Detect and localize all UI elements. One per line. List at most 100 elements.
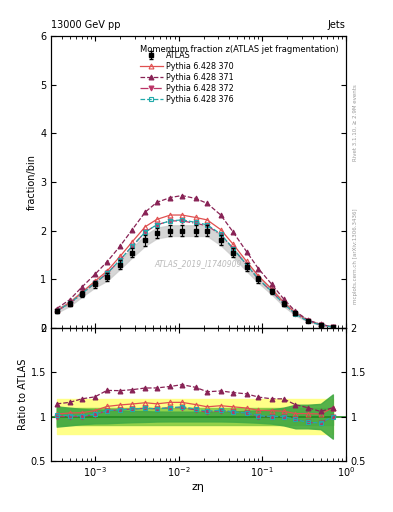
Pythia 6.428 372	[256, 276, 261, 283]
Pythia 6.428 371	[143, 209, 147, 215]
Pythia 6.428 376	[305, 318, 310, 324]
Pythia 6.428 376	[92, 280, 97, 286]
Pythia 6.428 376	[79, 291, 84, 297]
Pythia 6.428 372	[205, 223, 209, 229]
Pythia 6.428 372	[305, 318, 310, 324]
Pythia 6.428 371	[154, 199, 159, 205]
Pythia 6.428 370	[79, 289, 84, 295]
Pythia 6.428 370	[180, 212, 184, 218]
Pythia 6.428 370	[143, 224, 147, 230]
Pythia 6.428 372	[219, 231, 223, 238]
Pythia 6.428 371	[79, 284, 84, 290]
Pythia 6.428 372	[318, 322, 323, 328]
Pythia 6.428 376	[231, 246, 235, 252]
Pythia 6.428 370	[305, 317, 310, 324]
Pythia 6.428 376	[168, 218, 173, 224]
Text: Momentum fraction z(ATLAS jet fragmentation): Momentum fraction z(ATLAS jet fragmentat…	[140, 45, 338, 54]
Pythia 6.428 371	[67, 296, 72, 303]
Line: Pythia 6.428 370: Pythia 6.428 370	[54, 212, 335, 329]
Pythia 6.428 370	[318, 322, 323, 328]
Pythia 6.428 376	[293, 311, 298, 317]
Pythia 6.428 371	[193, 196, 198, 202]
Pythia 6.428 376	[193, 219, 198, 225]
Pythia 6.428 370	[105, 268, 109, 274]
Pythia 6.428 372	[193, 220, 198, 226]
Pythia 6.428 372	[130, 243, 135, 249]
Pythia 6.428 376	[154, 222, 159, 228]
Pythia 6.428 370	[92, 278, 97, 284]
Pythia 6.428 376	[331, 324, 335, 330]
Text: mcplots.cern.ch [arXiv:1306.3436]: mcplots.cern.ch [arXiv:1306.3436]	[353, 208, 358, 304]
Text: Jets: Jets	[328, 20, 346, 30]
Pythia 6.428 372	[67, 301, 72, 307]
Pythia 6.428 370	[205, 217, 209, 223]
Pythia 6.428 370	[331, 324, 335, 330]
Pythia 6.428 376	[180, 217, 184, 223]
Pythia 6.428 372	[168, 218, 173, 224]
Pythia 6.428 371	[293, 308, 298, 314]
Line: Pythia 6.428 372: Pythia 6.428 372	[54, 219, 335, 329]
Pythia 6.428 372	[331, 324, 335, 330]
Text: ATLAS_2019_I1740909: ATLAS_2019_I1740909	[155, 259, 242, 268]
Pythia 6.428 376	[105, 270, 109, 276]
Pythia 6.428 372	[180, 218, 184, 224]
Pythia 6.428 370	[54, 307, 59, 313]
Pythia 6.428 371	[105, 259, 109, 265]
Pythia 6.428 372	[231, 246, 235, 252]
Pythia 6.428 370	[193, 215, 198, 221]
Pythia 6.428 372	[269, 288, 274, 294]
Pythia 6.428 372	[92, 280, 97, 286]
Pythia 6.428 371	[318, 322, 323, 328]
Pythia 6.428 372	[293, 311, 298, 317]
Pythia 6.428 370	[293, 310, 298, 316]
Pythia 6.428 376	[244, 262, 249, 268]
Pythia 6.428 371	[269, 281, 274, 287]
X-axis label: zη: zη	[192, 482, 205, 492]
Pythia 6.428 370	[168, 212, 173, 218]
Legend: ATLAS, Pythia 6.428 370, Pythia 6.428 371, Pythia 6.428 372, Pythia 6.428 376: ATLAS, Pythia 6.428 370, Pythia 6.428 37…	[138, 49, 236, 106]
Line: Pythia 6.428 371: Pythia 6.428 371	[54, 193, 335, 329]
Pythia 6.428 372	[154, 222, 159, 228]
Pythia 6.428 371	[168, 195, 173, 201]
Pythia 6.428 372	[54, 308, 59, 314]
Pythia 6.428 376	[219, 231, 223, 237]
Text: Rivet 3.1.10, ≥ 2.9M events: Rivet 3.1.10, ≥ 2.9M events	[353, 84, 358, 161]
Pythia 6.428 371	[219, 212, 223, 218]
Pythia 6.428 370	[281, 299, 286, 305]
Pythia 6.428 376	[256, 276, 261, 282]
Pythia 6.428 372	[105, 270, 109, 276]
Pythia 6.428 376	[281, 301, 286, 307]
Pythia 6.428 371	[130, 227, 135, 233]
Text: 13000 GeV pp: 13000 GeV pp	[51, 20, 121, 30]
Pythia 6.428 371	[256, 266, 261, 272]
Pythia 6.428 376	[118, 257, 122, 263]
Pythia 6.428 371	[244, 248, 249, 254]
Pythia 6.428 370	[269, 286, 274, 292]
Y-axis label: fraction/bin: fraction/bin	[27, 154, 37, 210]
Pythia 6.428 376	[54, 308, 59, 314]
Pythia 6.428 370	[67, 300, 72, 306]
Pythia 6.428 371	[205, 200, 209, 206]
Pythia 6.428 370	[154, 217, 159, 223]
Pythia 6.428 371	[118, 243, 122, 249]
Pythia 6.428 376	[318, 322, 323, 328]
Pythia 6.428 370	[219, 227, 223, 233]
Pythia 6.428 371	[281, 296, 286, 302]
Pythia 6.428 376	[143, 229, 147, 235]
Pythia 6.428 376	[269, 288, 274, 294]
Pythia 6.428 372	[118, 257, 122, 263]
Pythia 6.428 376	[130, 243, 135, 249]
Pythia 6.428 371	[54, 306, 59, 312]
Line: Pythia 6.428 376: Pythia 6.428 376	[55, 218, 334, 329]
Pythia 6.428 370	[130, 239, 135, 245]
Pythia 6.428 376	[205, 222, 209, 228]
Pythia 6.428 371	[92, 271, 97, 278]
Pythia 6.428 372	[244, 262, 249, 268]
Pythia 6.428 370	[118, 253, 122, 260]
Pythia 6.428 370	[231, 241, 235, 247]
Pythia 6.428 371	[180, 193, 184, 199]
Pythia 6.428 371	[305, 317, 310, 323]
Pythia 6.428 371	[331, 324, 335, 330]
Pythia 6.428 370	[256, 273, 261, 279]
Pythia 6.428 370	[244, 258, 249, 264]
